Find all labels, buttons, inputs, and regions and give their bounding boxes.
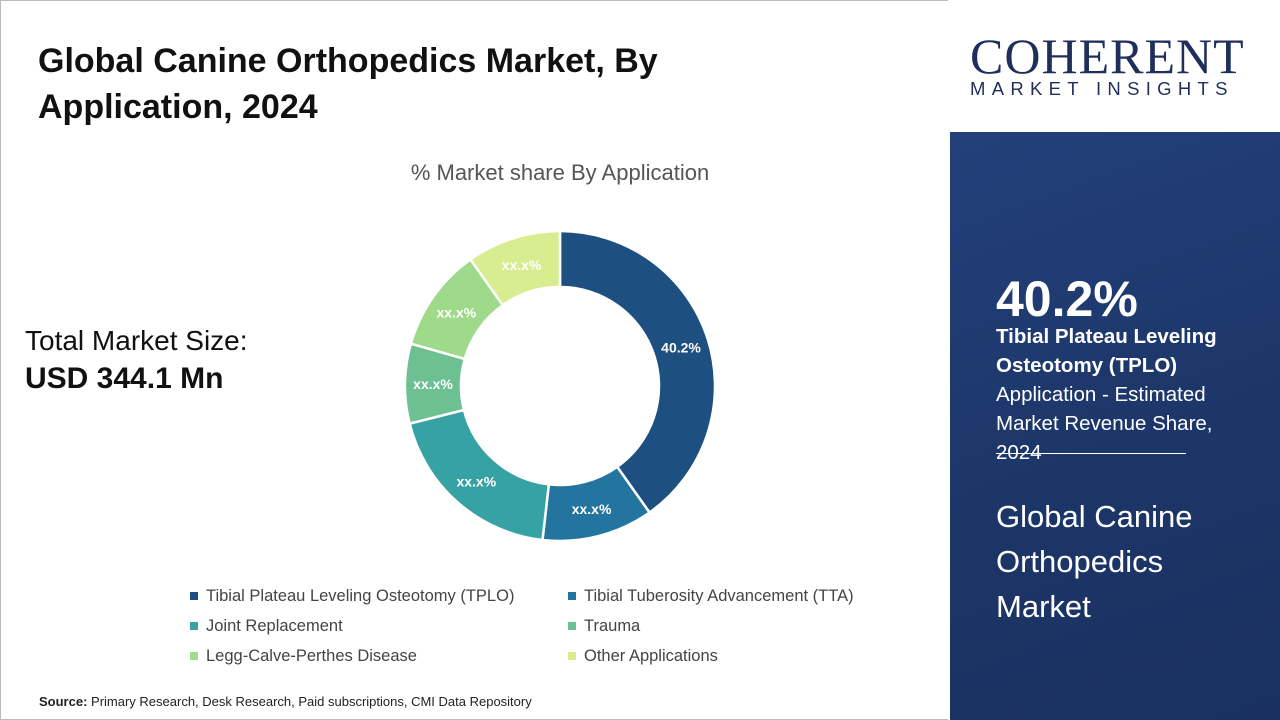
highlight-value: 40.2% — [996, 271, 1138, 327]
slice-data-label: xx.x% — [502, 257, 542, 273]
divider — [996, 453, 1186, 454]
legend-swatch — [568, 652, 576, 660]
legend-label: Legg-Calve-Perthes Disease — [206, 646, 417, 665]
highlight-desc: Application - Estimated Market Revenue S… — [996, 383, 1213, 464]
source-label: Source: — [39, 694, 88, 709]
source-text: Primary Research, Desk Research, Paid su… — [87, 694, 532, 709]
slice-data-label: xx.x% — [436, 305, 476, 321]
legend-swatch — [568, 592, 576, 600]
total-market-value: USD 344.1 Mn — [25, 362, 224, 395]
legend-label: Other Applications — [584, 646, 718, 665]
legend-label: Tibial Plateau Leveling Osteotomy (TPLO) — [206, 586, 515, 605]
donut-slice — [558, 229, 717, 515]
legend-item: Tibial Tuberosity Advancement (TTA) — [568, 586, 908, 606]
slice-data-label: 40.2% — [661, 340, 701, 356]
legend-swatch — [190, 652, 198, 660]
logo-wordmark: COHERENT — [970, 28, 1245, 84]
legend-label: Trauma — [584, 616, 641, 635]
legend-item: Trauma — [568, 616, 908, 636]
company-logo: COHERENT MARKET INSIGHTS — [950, 0, 1280, 132]
slice-data-label: xx.x% — [572, 501, 612, 517]
logo-tagline: MARKET INSIGHTS — [970, 78, 1234, 99]
legend-label: Tibial Tuberosity Advancement (TTA) — [584, 586, 854, 605]
legend-label: Joint Replacement — [206, 616, 343, 635]
donut-slice — [468, 229, 562, 307]
highlight-panel: 40.2% Tibial Plateau Leveling Osteotomy … — [950, 132, 1280, 720]
highlight-segment: Tibial Plateau Leveling Osteotomy (TPLO) — [996, 325, 1217, 377]
highlight-market-name: Global Canine Orthopedics Market — [996, 499, 1193, 624]
legend-swatch — [190, 592, 198, 600]
slice-data-label: xx.x% — [413, 376, 453, 392]
chart-title: % Market share By Application — [410, 160, 710, 185]
chart-legend: Tibial Plateau Leveling Osteotomy (TPLO)… — [190, 586, 910, 666]
total-market-label: Total Market Size: — [25, 325, 248, 356]
highlight-description: Tibial Plateau Leveling Osteotomy (TPLO)… — [996, 322, 1256, 467]
slice-data-label: xx.x% — [456, 474, 496, 490]
donut-chart: 40.2% xx.x% xx.x% xx.x% xx.x% xx.x% — [403, 229, 717, 543]
legend-item: Joint Replacement — [190, 616, 568, 636]
legend-swatch — [568, 622, 576, 630]
legend-item: Tibial Plateau Leveling Osteotomy (TPLO) — [190, 586, 568, 606]
page-title: Global Canine Orthopedics Market, By App… — [38, 42, 658, 126]
legend-item: Other Applications — [568, 646, 908, 666]
legend-item: Legg-Calve-Perthes Disease — [190, 646, 568, 666]
source-note: Source: Primary Research, Desk Research,… — [39, 694, 532, 709]
legend-swatch — [190, 622, 198, 630]
